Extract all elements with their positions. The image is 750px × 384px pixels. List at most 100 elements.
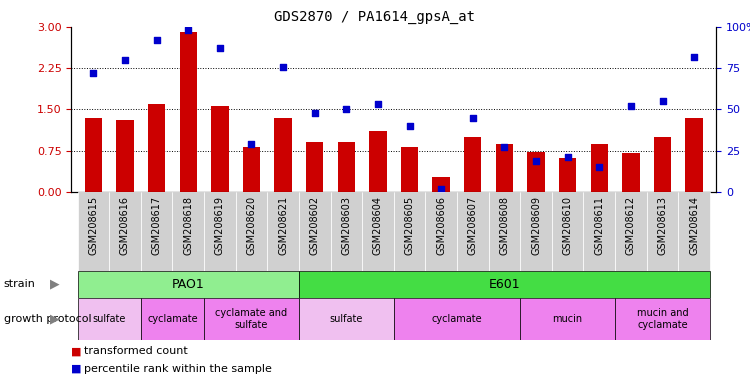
Bar xyxy=(77,271,299,298)
Bar xyxy=(520,192,552,271)
Bar xyxy=(148,104,165,192)
Bar xyxy=(172,192,204,271)
Point xyxy=(214,45,226,51)
Text: GSM208607: GSM208607 xyxy=(468,196,478,255)
Text: sulfate: sulfate xyxy=(330,314,363,324)
Text: GSM208610: GSM208610 xyxy=(562,196,573,255)
Point xyxy=(499,144,511,151)
Text: GSM208602: GSM208602 xyxy=(310,196,320,255)
Point xyxy=(309,110,321,116)
Bar xyxy=(646,192,678,271)
Text: ■: ■ xyxy=(71,364,82,374)
Text: GSM208604: GSM208604 xyxy=(373,196,383,255)
Bar xyxy=(299,271,710,298)
Text: GSM208615: GSM208615 xyxy=(88,196,98,255)
Text: sulfate: sulfate xyxy=(92,314,126,324)
Bar xyxy=(85,118,102,192)
Text: percentile rank within the sample: percentile rank within the sample xyxy=(84,364,272,374)
Text: GSM208621: GSM208621 xyxy=(278,196,288,255)
Text: ■: ■ xyxy=(71,346,82,356)
Text: GSM208603: GSM208603 xyxy=(341,196,351,255)
Bar xyxy=(433,177,450,192)
Bar xyxy=(116,121,134,192)
Bar xyxy=(362,192,394,271)
Text: cyclamate and
sulfate: cyclamate and sulfate xyxy=(215,308,287,329)
Text: E601: E601 xyxy=(488,278,520,291)
Bar xyxy=(331,192,362,271)
Bar xyxy=(179,32,197,192)
Bar xyxy=(457,192,488,271)
Bar xyxy=(615,192,646,271)
Bar xyxy=(141,192,172,271)
Point xyxy=(688,53,700,60)
Bar xyxy=(299,298,394,340)
Point xyxy=(182,27,194,33)
Bar xyxy=(141,298,204,340)
Text: GSM208612: GSM208612 xyxy=(626,196,636,255)
Point xyxy=(562,154,574,161)
Text: GSM208619: GSM208619 xyxy=(214,196,225,255)
Text: GSM208614: GSM208614 xyxy=(689,196,699,255)
Text: GSM208613: GSM208613 xyxy=(658,196,668,255)
Text: GSM208608: GSM208608 xyxy=(500,196,509,255)
Bar xyxy=(211,106,229,192)
Text: mucin and
cyclamate: mucin and cyclamate xyxy=(637,308,688,329)
Bar xyxy=(274,118,292,192)
Bar xyxy=(590,144,608,192)
Text: GSM208620: GSM208620 xyxy=(247,196,256,255)
Bar xyxy=(267,192,299,271)
Bar xyxy=(654,137,671,192)
Text: GDS2870 / PA1614_gpsA_at: GDS2870 / PA1614_gpsA_at xyxy=(274,10,476,23)
Text: GSM208617: GSM208617 xyxy=(152,196,161,255)
Point xyxy=(530,157,542,164)
Bar xyxy=(622,154,640,192)
Bar xyxy=(520,298,615,340)
Text: ▶: ▶ xyxy=(50,312,59,325)
Bar xyxy=(77,298,141,340)
Bar xyxy=(425,192,457,271)
Text: PAO1: PAO1 xyxy=(172,278,205,291)
Bar xyxy=(584,192,615,271)
Bar xyxy=(306,142,323,192)
Text: cyclamate: cyclamate xyxy=(147,314,198,324)
Point xyxy=(404,123,416,129)
Point xyxy=(119,57,131,63)
Bar xyxy=(464,137,482,192)
Text: GSM208611: GSM208611 xyxy=(594,196,604,255)
Bar xyxy=(400,147,418,192)
Bar xyxy=(615,298,710,340)
Point xyxy=(466,115,478,121)
Bar xyxy=(488,192,520,271)
Point xyxy=(656,98,668,104)
Bar xyxy=(299,192,331,271)
Text: ▶: ▶ xyxy=(50,278,59,291)
Bar xyxy=(559,158,576,192)
Text: GSM208618: GSM208618 xyxy=(183,196,194,255)
Bar xyxy=(394,192,425,271)
Text: transformed count: transformed count xyxy=(84,346,188,356)
Bar xyxy=(527,152,544,192)
Bar xyxy=(77,192,110,271)
Text: GSM208616: GSM208616 xyxy=(120,196,130,255)
Text: strain: strain xyxy=(4,279,36,289)
Point xyxy=(593,164,605,170)
Point xyxy=(435,185,447,192)
Bar xyxy=(110,192,141,271)
Point xyxy=(151,37,163,43)
Bar xyxy=(496,144,513,192)
Bar xyxy=(204,192,236,271)
Bar xyxy=(204,298,299,340)
Text: GSM208609: GSM208609 xyxy=(531,196,541,255)
Point xyxy=(277,63,289,70)
Bar xyxy=(243,147,260,192)
Text: GSM208606: GSM208606 xyxy=(436,196,446,255)
Bar xyxy=(236,192,267,271)
Text: growth protocol: growth protocol xyxy=(4,314,92,324)
Point xyxy=(245,141,257,147)
Text: cyclamate: cyclamate xyxy=(432,314,482,324)
Bar xyxy=(552,192,584,271)
Point xyxy=(625,103,637,109)
Point xyxy=(340,106,352,113)
Text: GSM208605: GSM208605 xyxy=(404,196,415,255)
Bar xyxy=(369,131,387,192)
